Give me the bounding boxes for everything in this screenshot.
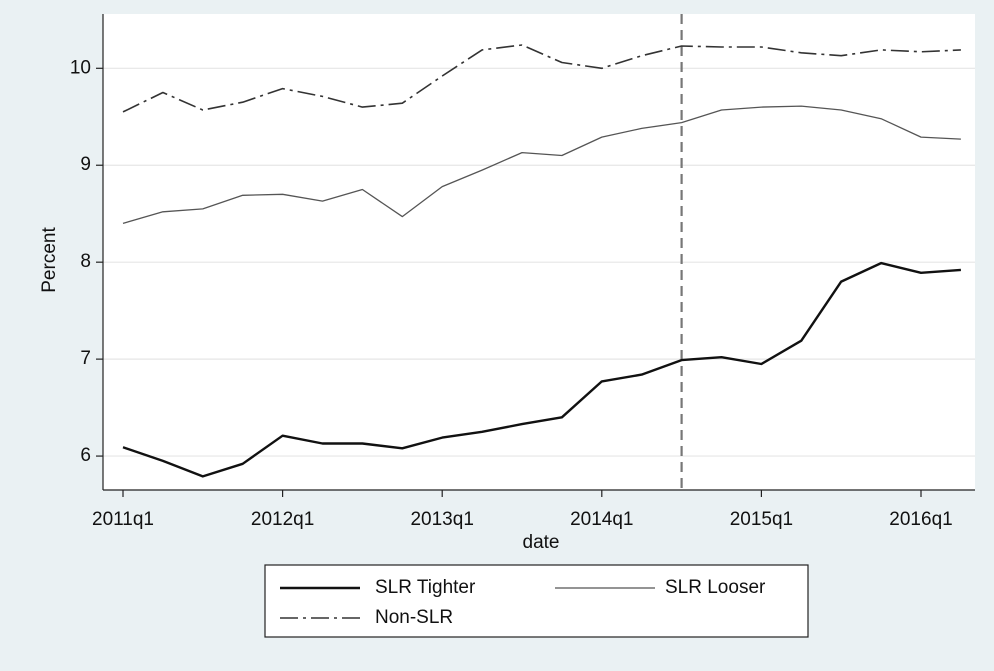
legend-box bbox=[264, 564, 809, 638]
x-tick-label: 2012q1 bbox=[251, 509, 314, 530]
series-line bbox=[122, 44, 961, 113]
legend-label: SLR Looser bbox=[665, 577, 766, 598]
plot-area bbox=[103, 14, 975, 490]
legend-label: SLR Tighter bbox=[375, 577, 476, 598]
y-tick-label: 6 bbox=[80, 445, 91, 466]
series-line bbox=[122, 105, 961, 225]
legend-label: Non-SLR bbox=[375, 607, 453, 628]
y-tick-label: 10 bbox=[70, 57, 91, 78]
y-axis-title: Percent bbox=[39, 227, 60, 293]
x-tick-label: 2014q1 bbox=[570, 509, 633, 530]
x-axis-title: date bbox=[523, 532, 560, 553]
x-tick-label: 2015q1 bbox=[730, 509, 793, 530]
x-tick-label: 2011q1 bbox=[92, 509, 154, 530]
y-tick-label: 8 bbox=[80, 251, 91, 272]
x-tick-label: 2013q1 bbox=[410, 509, 473, 530]
y-tick-label: 7 bbox=[80, 348, 91, 369]
x-tick-label: 2016q1 bbox=[889, 509, 952, 530]
series-line bbox=[122, 261, 961, 478]
y-tick-label: 9 bbox=[80, 154, 91, 175]
